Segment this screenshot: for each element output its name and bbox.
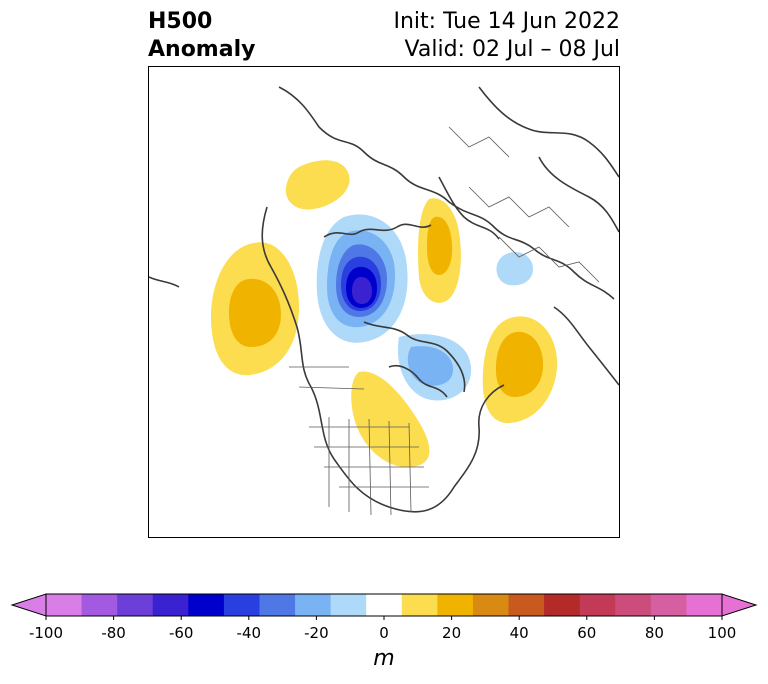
colorbar-bin [473, 594, 509, 616]
colorbar-bin [686, 594, 722, 616]
colorbar-bin [117, 594, 153, 616]
colorbar-bin [224, 594, 260, 616]
anomaly-shading [211, 160, 557, 467]
anomaly-map [149, 67, 620, 538]
colorbar-tick-label: 0 [379, 624, 389, 642]
colorbar-ticks: -100 -80 -60 -40 -20 0 20 40 60 80 100 [0, 624, 768, 644]
colorbar-bin [153, 594, 189, 616]
colorbar-tick-label: -80 [101, 624, 126, 642]
colorbar-over-extend [722, 594, 756, 616]
colorbar-tick-label: 100 [708, 624, 737, 642]
colorbar-bin [615, 594, 651, 616]
colorbar-tick-label: 80 [645, 624, 664, 642]
colorbar-bin [366, 594, 402, 616]
init-date: Init: Tue 14 Jun 2022 [394, 8, 621, 36]
colorbar-tick-label: -100 [29, 624, 63, 642]
colorbar-under-extend [12, 594, 46, 616]
colorbar-bin [46, 594, 82, 616]
colorbar-tick-label: 60 [577, 624, 596, 642]
colorbar-bin [295, 594, 331, 616]
colorbar-bin [509, 594, 545, 616]
plot-title-right: Init: Tue 14 Jun 2022 Valid: 02 Jul – 08… [394, 8, 621, 64]
colorbar-tick-label: -60 [169, 624, 194, 642]
colorbar-bin [188, 594, 224, 616]
negative-anomaly-arctic-core [352, 277, 372, 304]
valid-range: Valid: 02 Jul – 08 Jul [394, 36, 621, 64]
map-panel[interactable] [148, 66, 620, 538]
colorbar-bin [402, 594, 438, 616]
colorbar-bin [437, 594, 473, 616]
colorbar-tick-label: -40 [237, 624, 262, 642]
colorbar-tick-label: 20 [442, 624, 461, 642]
colorbar-bin [259, 594, 295, 616]
title-anomaly: Anomaly [148, 36, 255, 64]
colorbar-tick-label: 40 [510, 624, 529, 642]
colorbar-bin [580, 594, 616, 616]
positive-anomaly-siberia [286, 160, 350, 209]
plot-title-left: H500 Anomaly [148, 8, 255, 64]
negative-anomaly-russia [497, 252, 534, 285]
colorbar-bin [544, 594, 580, 616]
colorbar-bin [331, 594, 367, 616]
colorbar [10, 590, 758, 620]
colorbar-bin [651, 594, 687, 616]
colorbar-unit-label: m [0, 646, 768, 671]
colorbar-tick-label: -20 [304, 624, 329, 642]
title-variable: H500 [148, 8, 255, 36]
colorbar-bin [82, 594, 118, 616]
